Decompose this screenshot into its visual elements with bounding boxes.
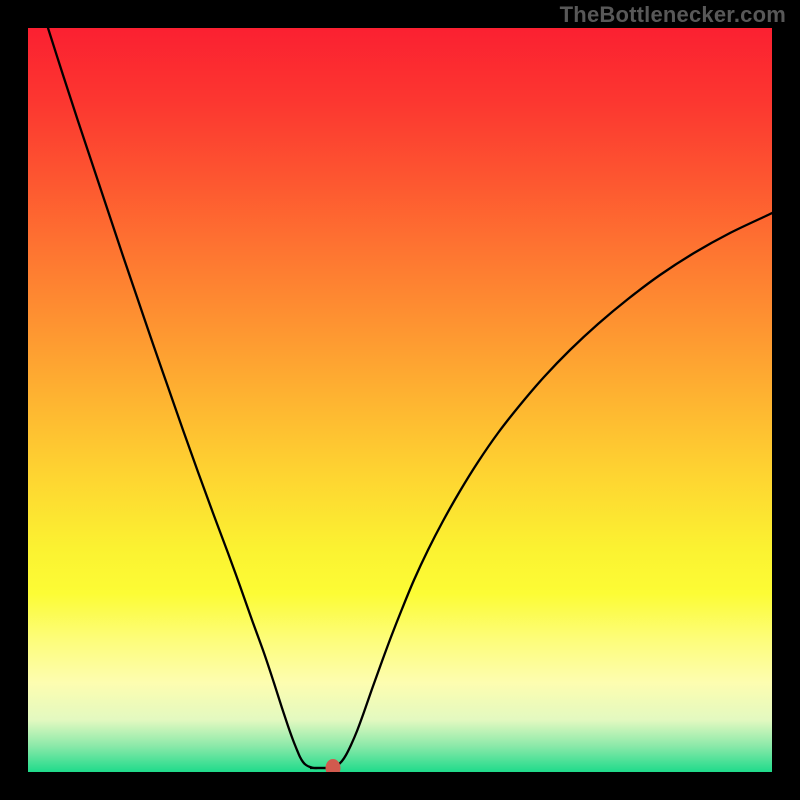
chart-background (28, 28, 772, 772)
chart-frame (0, 0, 800, 800)
chart-svg (28, 28, 772, 772)
watermark-text: TheBottlenecker.com (560, 2, 786, 28)
